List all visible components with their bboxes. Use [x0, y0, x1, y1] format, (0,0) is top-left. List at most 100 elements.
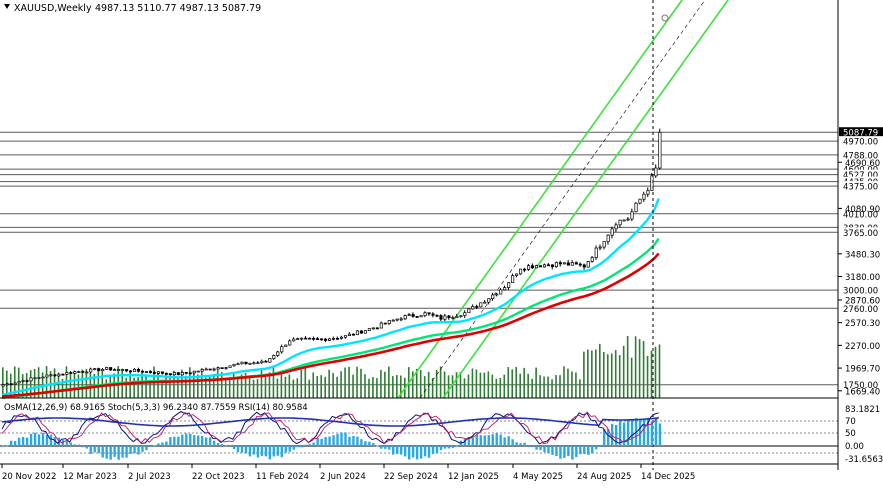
osma-bar — [547, 446, 550, 454]
time-label: 24 Aug 2025 — [577, 472, 631, 482]
price-level-label: 4527.00 — [843, 171, 878, 181]
candle-body — [328, 338, 332, 341]
candle-body — [602, 241, 606, 248]
channel-lower-line[interactable] — [442, 0, 729, 399]
osma-bar — [654, 418, 658, 446]
osma-bar — [280, 446, 283, 458]
candle-body — [37, 377, 41, 379]
osma-bar — [256, 446, 260, 458]
candle-body — [650, 175, 654, 191]
candle-body — [93, 368, 97, 370]
stoch-main-line — [1, 410, 659, 445]
price-tick-label: 2570.30 — [845, 319, 880, 329]
volume-bar — [193, 371, 195, 398]
volume-bar — [392, 376, 394, 398]
dropdown-triangle-icon[interactable] — [4, 4, 10, 9]
volume-bar — [483, 372, 486, 398]
volume-bar — [384, 371, 386, 398]
volume-bar — [81, 369, 84, 398]
candle-body — [351, 333, 355, 336]
volume-bar — [165, 374, 167, 398]
volume-bar — [37, 367, 40, 398]
volume-bar — [13, 366, 16, 398]
candle-body — [550, 264, 554, 268]
candle-body — [598, 246, 602, 249]
candle-body — [200, 369, 204, 372]
candle-body — [220, 367, 224, 369]
osma-bar — [17, 437, 21, 446]
volume-bar — [9, 373, 12, 398]
volume-bar — [622, 345, 625, 398]
candle-body — [304, 337, 308, 340]
volume-bar — [21, 374, 24, 398]
candle-body — [113, 369, 117, 371]
osma-bar — [650, 421, 654, 446]
candle-body — [534, 265, 539, 269]
candle-body — [443, 315, 447, 320]
osma-bar — [495, 432, 498, 446]
price-level-box — [839, 208, 883, 219]
volume-bar — [236, 376, 239, 398]
osma-bar — [507, 436, 510, 446]
osma-bar — [360, 439, 363, 446]
candle-body — [391, 319, 395, 322]
osma-bar — [37, 434, 41, 446]
candle-body — [320, 338, 324, 341]
candle-body — [280, 346, 284, 353]
volume-bar — [133, 377, 135, 398]
candle-body — [248, 362, 252, 365]
osma-bar — [364, 441, 367, 446]
candle-body — [276, 351, 280, 356]
volume-bar — [276, 378, 279, 398]
main-plot-area[interactable] — [0, 0, 838, 398]
osc-axis-label: 0.00 — [845, 442, 864, 452]
osma-bar — [575, 446, 578, 458]
candle-body — [331, 337, 336, 340]
volume-bar — [173, 370, 175, 398]
candle-body — [427, 312, 431, 315]
candle-body — [132, 369, 137, 372]
ohlc-values: 4987.13 5110.77 4987.13 5087.79 — [95, 3, 261, 14]
regression-channel[interactable] — [397, 0, 729, 399]
candle-body — [81, 371, 85, 373]
price-axis[interactable]: 5087.794970.004788.004600.004527.004435.… — [838, 127, 883, 397]
volume-bar — [479, 372, 482, 398]
volume-bar — [451, 375, 454, 398]
volume-bar — [264, 373, 267, 398]
price-level-box — [839, 303, 883, 314]
osma-bar — [308, 443, 311, 446]
candle-body — [101, 369, 105, 372]
osma-bar — [129, 446, 132, 454]
osma-bar — [65, 440, 69, 446]
candle-body — [284, 344, 288, 347]
candle-body — [85, 371, 89, 374]
osma-bar — [443, 446, 447, 449]
channel-upper-line[interactable] — [397, 0, 683, 399]
candle-body — [272, 355, 276, 359]
volume-bar — [308, 379, 311, 398]
candle-body — [499, 289, 503, 295]
oscillator-window[interactable] — [0, 410, 838, 460]
channel-anchor-handle[interactable] — [661, 14, 669, 22]
osma-bar — [201, 435, 204, 446]
candle-body — [29, 377, 33, 382]
time-axis[interactable]: 20 Nov 2022 12 Mar 2023 2 Jul 2023 22 Oct 2… — [1, 464, 695, 482]
osma-bar — [483, 435, 486, 446]
osma-bar — [49, 434, 53, 446]
candle-body — [507, 282, 511, 288]
osma-bar — [610, 423, 614, 446]
volume-bar — [439, 366, 442, 398]
candle-body — [324, 338, 328, 341]
osma-bar — [157, 443, 160, 446]
osma-bar — [153, 445, 156, 447]
osma-bar — [9, 440, 13, 446]
osc-axis-label: 50 — [845, 429, 856, 439]
volume-bar — [400, 375, 402, 398]
candle-body — [148, 371, 153, 373]
osma-bar — [113, 446, 116, 457]
osma-bar — [232, 446, 236, 450]
candle-body — [455, 315, 459, 318]
osma-bar — [121, 446, 124, 458]
osma-bar — [141, 446, 144, 452]
